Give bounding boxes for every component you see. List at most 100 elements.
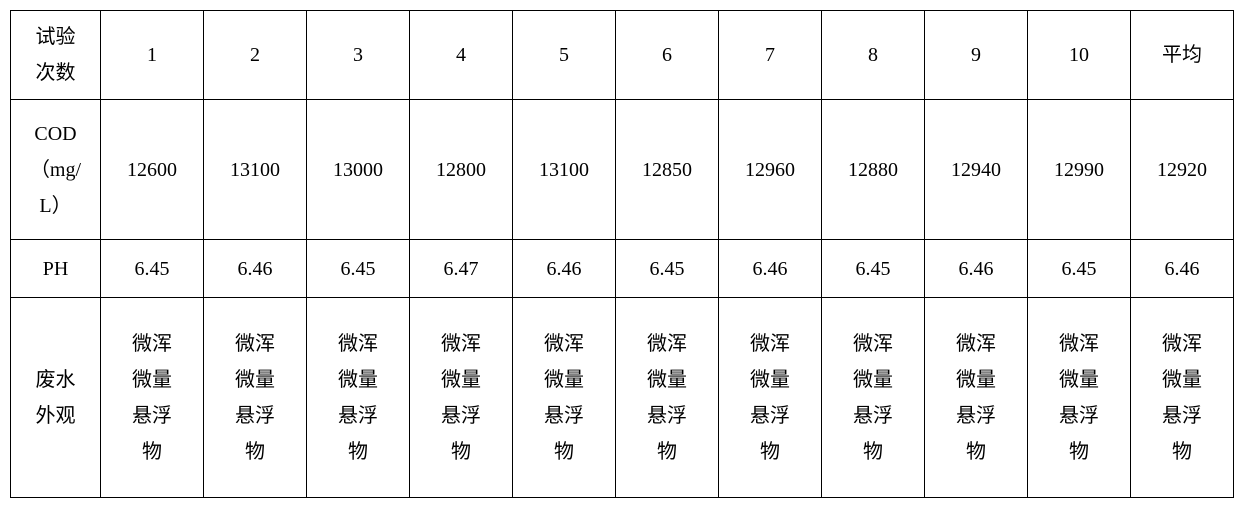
ph-val-3: 6.45: [307, 240, 410, 298]
ph-val-4: 6.47: [410, 240, 513, 298]
appearance-line3: 悬浮: [441, 398, 481, 434]
header-label-line2: 次数: [36, 55, 76, 91]
appearance-val-8: 微浑 微量 悬浮 物: [822, 298, 925, 498]
appearance-line3: 悬浮: [338, 398, 378, 434]
cod-row: COD （mg/ L） 12600 13100 13000 12800 1310…: [11, 100, 1234, 240]
cod-label-cell: COD （mg/ L）: [11, 100, 101, 240]
appearance-line3: 悬浮: [956, 398, 996, 434]
cod-val-2: 13100: [204, 100, 307, 240]
appearance-line4: 物: [142, 434, 162, 470]
appearance-line4: 物: [348, 434, 368, 470]
cod-val-8: 12880: [822, 100, 925, 240]
appearance-val-6: 微浑 微量 悬浮 物: [616, 298, 719, 498]
appearance-line3: 悬浮: [853, 398, 893, 434]
appearance-line1: 微浑: [647, 326, 687, 362]
appearance-line2: 微量: [441, 362, 481, 398]
appearance-label-line2: 外观: [36, 398, 76, 434]
header-avg: 平均: [1131, 11, 1234, 100]
appearance-line2: 微量: [338, 362, 378, 398]
cod-val-3: 13000: [307, 100, 410, 240]
appearance-line4: 物: [657, 434, 677, 470]
header-col-3: 3: [307, 11, 410, 100]
ph-val-9: 6.46: [925, 240, 1028, 298]
appearance-label-cell: 废水 外观: [11, 298, 101, 498]
appearance-line3: 悬浮: [132, 398, 172, 434]
ph-val-5: 6.46: [513, 240, 616, 298]
appearance-line2: 微量: [1059, 362, 1099, 398]
cod-val-5: 13100: [513, 100, 616, 240]
ph-avg: 6.46: [1131, 240, 1234, 298]
appearance-line3: 悬浮: [544, 398, 584, 434]
ph-val-1: 6.45: [101, 240, 204, 298]
appearance-line3: 悬浮: [750, 398, 790, 434]
ph-val-2: 6.46: [204, 240, 307, 298]
appearance-avg: 微浑 微量 悬浮 物: [1131, 298, 1234, 498]
cod-val-4: 12800: [410, 100, 513, 240]
appearance-line1: 微浑: [853, 326, 893, 362]
header-col-8: 8: [822, 11, 925, 100]
appearance-row: 废水 外观 微浑 微量 悬浮 物 微浑 微量 悬浮 物 微浑 微量: [11, 298, 1234, 498]
appearance-line2: 微量: [956, 362, 996, 398]
appearance-val-3: 微浑 微量 悬浮 物: [307, 298, 410, 498]
ph-label: PH: [11, 240, 101, 298]
header-col-10: 10: [1028, 11, 1131, 100]
header-label-line1: 试验: [36, 19, 76, 55]
appearance-val-7: 微浑 微量 悬浮 物: [719, 298, 822, 498]
cod-avg: 12920: [1131, 100, 1234, 240]
appearance-line1: 微浑: [441, 326, 481, 362]
cod-label-line1: COD: [34, 116, 76, 152]
appearance-line3: 悬浮: [235, 398, 275, 434]
appearance-val-5: 微浑 微量 悬浮 物: [513, 298, 616, 498]
appearance-line2: 微量: [853, 362, 893, 398]
ph-val-8: 6.45: [822, 240, 925, 298]
appearance-line1: 微浑: [132, 326, 172, 362]
appearance-line3: 悬浮: [1162, 398, 1202, 434]
header-col-1: 1: [101, 11, 204, 100]
ph-val-6: 6.45: [616, 240, 719, 298]
appearance-line3: 悬浮: [1059, 398, 1099, 434]
ph-val-10: 6.45: [1028, 240, 1131, 298]
appearance-line2: 微量: [235, 362, 275, 398]
appearance-line4: 物: [245, 434, 265, 470]
cod-val-9: 12940: [925, 100, 1028, 240]
appearance-line1: 微浑: [750, 326, 790, 362]
appearance-line1: 微浑: [235, 326, 275, 362]
appearance-line4: 物: [966, 434, 986, 470]
appearance-line1: 微浑: [1059, 326, 1099, 362]
appearance-val-1: 微浑 微量 悬浮 物: [101, 298, 204, 498]
cod-val-1: 12600: [101, 100, 204, 240]
appearance-line2: 微量: [750, 362, 790, 398]
header-col-9: 9: [925, 11, 1028, 100]
appearance-line4: 物: [863, 434, 883, 470]
ph-row: PH 6.45 6.46 6.45 6.47 6.46 6.45 6.46 6.…: [11, 240, 1234, 298]
header-label-cell: 试验 次数: [11, 11, 101, 100]
header-col-4: 4: [410, 11, 513, 100]
cod-label-line2: （mg/: [30, 152, 81, 188]
appearance-line4: 物: [1172, 434, 1192, 470]
cod-val-7: 12960: [719, 100, 822, 240]
header-col-2: 2: [204, 11, 307, 100]
data-table: 试验 次数 1 2 3 4 5 6 7 8 9 10 平均 COD （mg/ L…: [10, 10, 1234, 498]
appearance-line1: 微浑: [1162, 326, 1202, 362]
appearance-line1: 微浑: [956, 326, 996, 362]
appearance-val-2: 微浑 微量 悬浮 物: [204, 298, 307, 498]
header-col-6: 6: [616, 11, 719, 100]
cod-val-10: 12990: [1028, 100, 1131, 240]
appearance-line3: 悬浮: [647, 398, 687, 434]
appearance-line4: 物: [1069, 434, 1089, 470]
appearance-val-9: 微浑 微量 悬浮 物: [925, 298, 1028, 498]
appearance-val-10: 微浑 微量 悬浮 物: [1028, 298, 1131, 498]
cod-val-6: 12850: [616, 100, 719, 240]
appearance-line1: 微浑: [338, 326, 378, 362]
header-col-5: 5: [513, 11, 616, 100]
appearance-label-line1: 废水: [36, 362, 76, 398]
appearance-line4: 物: [554, 434, 574, 470]
header-row: 试验 次数 1 2 3 4 5 6 7 8 9 10 平均: [11, 11, 1234, 100]
appearance-line2: 微量: [544, 362, 584, 398]
appearance-line2: 微量: [1162, 362, 1202, 398]
appearance-line2: 微量: [647, 362, 687, 398]
appearance-line1: 微浑: [544, 326, 584, 362]
appearance-val-4: 微浑 微量 悬浮 物: [410, 298, 513, 498]
appearance-line2: 微量: [132, 362, 172, 398]
ph-val-7: 6.46: [719, 240, 822, 298]
